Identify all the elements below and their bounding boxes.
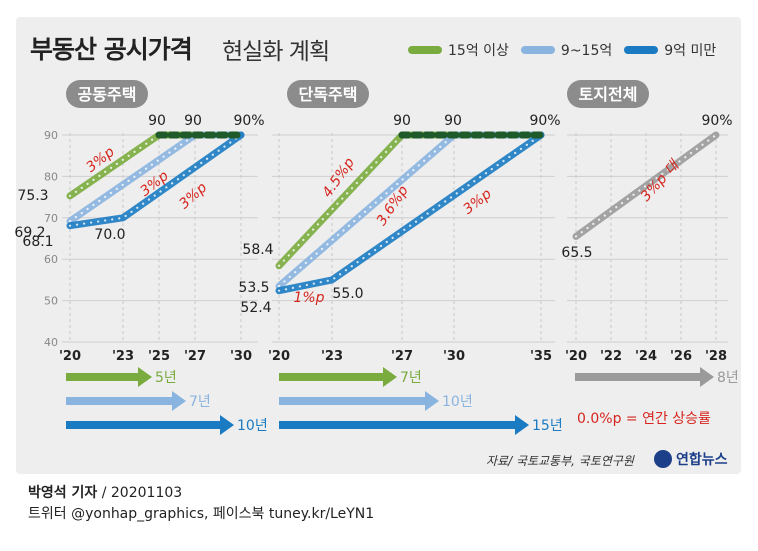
x-tick-label: '30 bbox=[443, 349, 465, 364]
value-label: 58.4 bbox=[242, 242, 273, 258]
legend-swatch-low bbox=[624, 46, 659, 54]
rate-label: 4.5%p bbox=[319, 155, 358, 201]
duration-label: 7년 bbox=[189, 394, 211, 410]
duration-label: 7년 bbox=[400, 370, 422, 386]
series-dots-1-1 bbox=[277, 133, 543, 288]
legend: 15억 이상 9~15억 9억 미만 bbox=[408, 40, 716, 60]
duration-arrowhead bbox=[172, 391, 186, 411]
duration-bar bbox=[66, 373, 138, 381]
panel-1-title: 단독주택 bbox=[299, 85, 358, 104]
duration-label: 10년 bbox=[237, 418, 268, 434]
series-line-1-2 bbox=[275, 131, 545, 295]
duration-bar bbox=[279, 397, 425, 405]
x-tick-label: '20 bbox=[59, 349, 81, 364]
x-tick-label: '24 bbox=[635, 349, 657, 364]
panel-1-title-pill bbox=[287, 80, 369, 108]
duration-arrowhead bbox=[138, 367, 152, 387]
page-subtitle: 현실화 계획 bbox=[222, 39, 330, 65]
legend-item-high: 15억 이상 bbox=[408, 40, 509, 60]
value-label: 75.3 bbox=[17, 188, 48, 204]
rate-label: 1%p bbox=[293, 290, 324, 306]
x-tick-label: '26 bbox=[670, 349, 692, 364]
x-tick-label: '35 bbox=[530, 349, 552, 364]
x-tick-label: '23 bbox=[112, 349, 134, 364]
value-label: 65.5 bbox=[561, 245, 592, 261]
panel-0-title-pill bbox=[66, 80, 148, 108]
rate-label: 3.6%p bbox=[374, 183, 412, 229]
value-label: 52.4 bbox=[240, 300, 271, 316]
y-tick-label: 60 bbox=[44, 253, 58, 266]
brand-logo: 연합뉴스 bbox=[654, 449, 728, 469]
x-tick-label: '30 bbox=[230, 349, 252, 364]
x-tick-label: '20 bbox=[565, 349, 587, 364]
duration-bar bbox=[279, 421, 515, 429]
legend-item-mid: 9~15억 bbox=[520, 40, 613, 60]
x-tick-label: '25 bbox=[148, 349, 170, 364]
author-date: / 20201103 bbox=[101, 485, 183, 501]
brand-name: 연합뉴스 bbox=[676, 452, 728, 468]
series-line-1-0 bbox=[275, 131, 545, 270]
value-label: 70.0 bbox=[94, 227, 125, 243]
x-tick-label: '20 bbox=[268, 349, 290, 364]
value-label: 55.0 bbox=[332, 286, 363, 302]
growth-note: 0.0%p = 연간 상승률 bbox=[577, 411, 711, 427]
legend-swatch-mid bbox=[520, 46, 555, 54]
series-dots-0-2 bbox=[68, 133, 243, 227]
x-tick-label: '22 bbox=[600, 349, 622, 364]
y-tick-label: 40 bbox=[44, 336, 58, 349]
rate-label: 3%p bbox=[176, 180, 210, 213]
value-label: 68.1 bbox=[22, 234, 53, 250]
duration-arrowhead bbox=[515, 415, 529, 435]
page-title: 부동산 공시가격 bbox=[30, 35, 193, 64]
x-tick-label: '28 bbox=[705, 349, 727, 364]
legend-label-low: 9억 미만 bbox=[664, 43, 717, 59]
panel-2-title: 토지전체 bbox=[579, 85, 638, 104]
duration-label: 10년 bbox=[442, 394, 473, 410]
duration-arrowhead bbox=[383, 367, 397, 387]
duration-arrowhead bbox=[425, 391, 439, 411]
source-note: 자료/ 국토교통부, 국토연구원 bbox=[486, 454, 634, 468]
value-label: 90 bbox=[184, 113, 202, 129]
legend-swatch-high bbox=[408, 46, 442, 54]
y-tick-label: 70 bbox=[44, 212, 58, 225]
x-tick-label: '27 bbox=[184, 349, 206, 364]
footer-social: 트위터 @yonhap_graphics, 페이스북 tuney.kr/LeYN… bbox=[28, 506, 375, 522]
panel-0-title: 공동주택 bbox=[78, 85, 137, 104]
duration-bar bbox=[66, 421, 220, 429]
duration-bar bbox=[66, 397, 172, 405]
duration-label: 5년 bbox=[155, 370, 177, 386]
value-label: 90% bbox=[529, 113, 560, 129]
value-label: 90% bbox=[701, 113, 732, 129]
duration-label: 8년 bbox=[717, 370, 739, 386]
duration-label: 15년 bbox=[532, 418, 563, 434]
duration-arrowhead bbox=[220, 415, 234, 435]
series-line-1-1 bbox=[275, 131, 545, 290]
value-label: 53.5 bbox=[238, 280, 269, 296]
x-tick-label: '23 bbox=[321, 349, 343, 364]
duration-bar bbox=[279, 373, 383, 381]
legend-label-mid: 9~15억 bbox=[560, 43, 613, 59]
y-tick-label: 90 bbox=[44, 129, 58, 142]
x-tick-label: '27 bbox=[391, 349, 413, 364]
series-dots-2-0 bbox=[574, 133, 718, 238]
series-dots-1-0 bbox=[277, 133, 543, 267]
brand-icon bbox=[654, 450, 672, 468]
value-label: 90% bbox=[233, 113, 264, 129]
y-tick-label: 80 bbox=[44, 170, 58, 183]
y-tick-label: 50 bbox=[44, 295, 58, 308]
author-name: 박영석 기자 bbox=[28, 485, 98, 501]
duration-bar bbox=[575, 373, 700, 381]
value-label: 90 bbox=[148, 113, 166, 129]
legend-label-high: 15억 이상 bbox=[448, 43, 509, 59]
footer-author: 박영석 기자 / 20201103 bbox=[28, 482, 182, 502]
series-dots-0-1 bbox=[68, 133, 243, 223]
legend-item-low: 9억 미만 bbox=[624, 40, 716, 60]
panel-2-title-pill bbox=[567, 80, 649, 108]
duration-arrowhead bbox=[700, 367, 714, 387]
value-label: 90 bbox=[444, 113, 462, 129]
value-label: 90 bbox=[393, 113, 411, 129]
value-label: 69.2 bbox=[14, 225, 45, 241]
